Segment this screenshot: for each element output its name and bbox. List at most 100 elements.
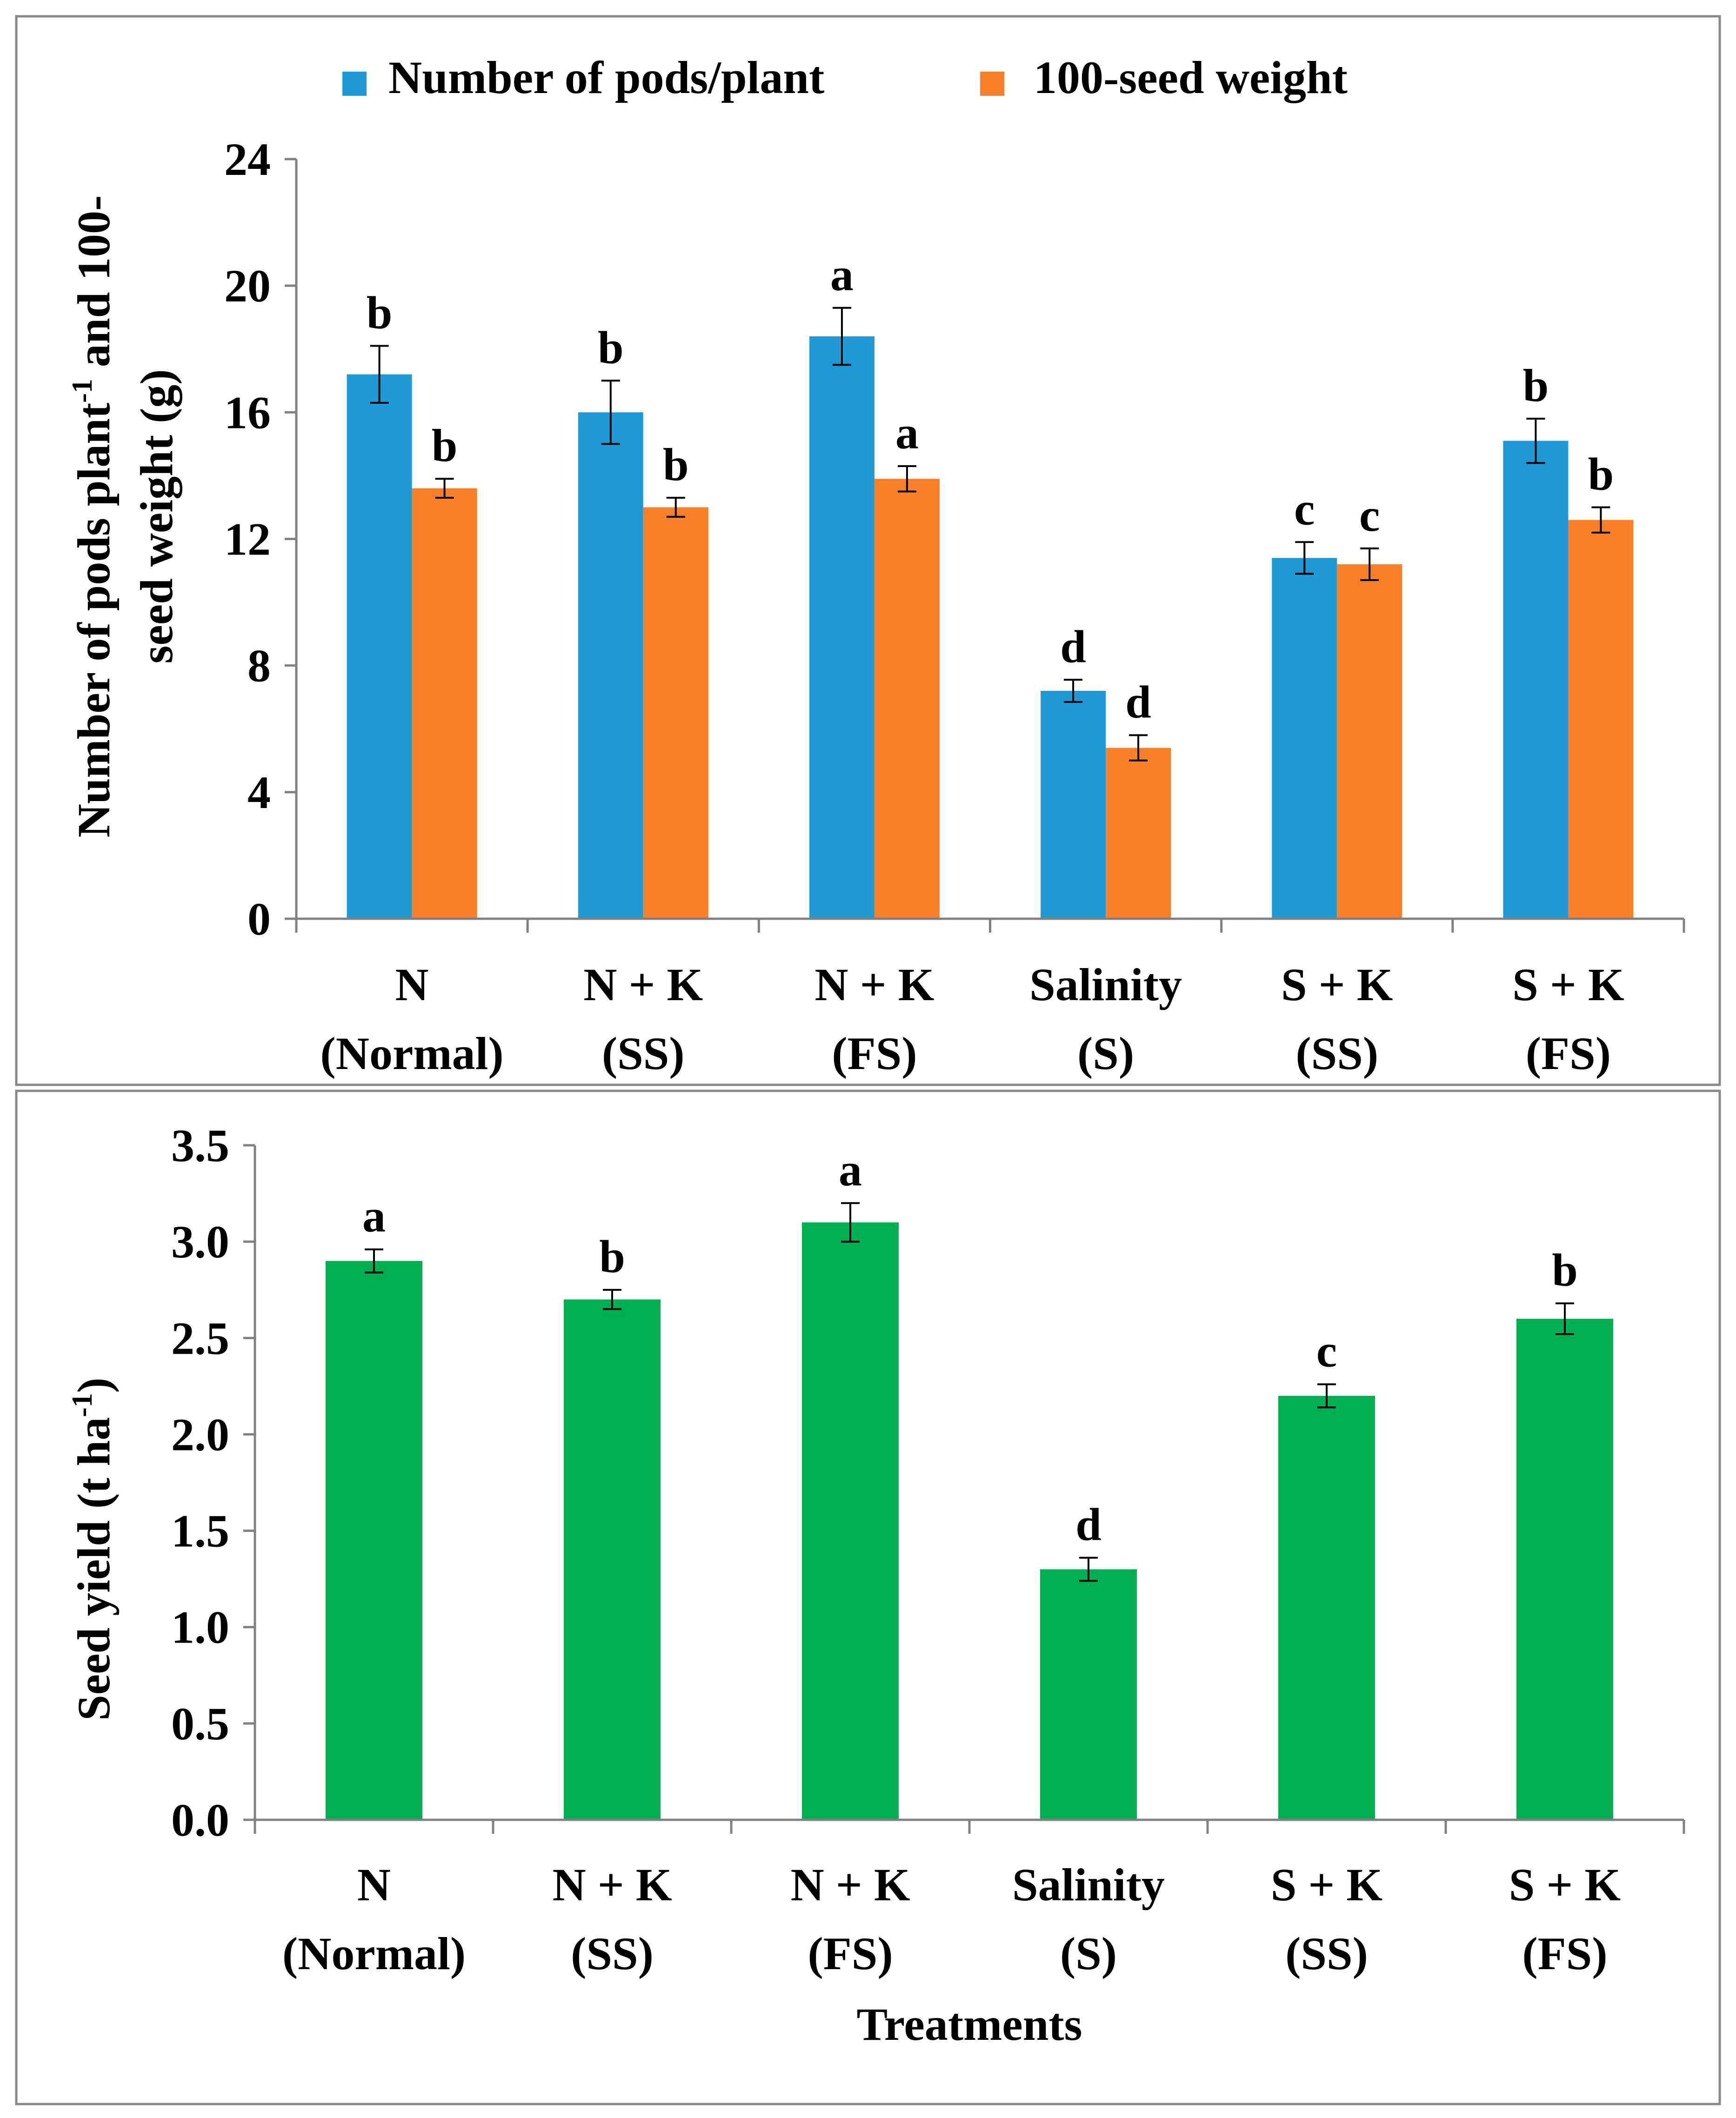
y-tick-label: 3.5	[171, 1120, 229, 1171]
category-label: (Normal)	[282, 1928, 466, 1979]
bar	[1041, 691, 1106, 919]
category-label: (SS)	[1295, 1028, 1378, 1079]
bar	[578, 412, 643, 919]
significance-letter: b	[1523, 360, 1549, 411]
category-label: (SS)	[602, 1028, 685, 1079]
significance-letter: b	[663, 439, 689, 490]
significance-letter: c	[1316, 1325, 1337, 1377]
category-label: N + K	[791, 1859, 910, 1911]
category-label: (Normal)	[320, 1028, 503, 1079]
bar	[1272, 558, 1337, 919]
y-tick-label: 16	[224, 387, 271, 438]
significance-letter: d	[1060, 621, 1086, 672]
error-bars-top	[370, 307, 1610, 762]
category-label: (FS)	[1526, 1028, 1611, 1079]
bars-bottom	[326, 1222, 1613, 1820]
top-chart-panel: Number of pods/plant 100-seed weight Num…	[15, 15, 1721, 1086]
category-label: N + K	[553, 1859, 672, 1911]
category-label: S + K	[1281, 959, 1393, 1010]
category-label: (S)	[1077, 1028, 1134, 1079]
category-label: (FS)	[832, 1028, 917, 1079]
category-label: (SS)	[571, 1928, 654, 1979]
y-tick-label: 1.5	[171, 1505, 229, 1557]
category-label: S + K	[1509, 1859, 1621, 1911]
bottom-chart-frame	[15, 1089, 1721, 2105]
bar	[347, 374, 412, 919]
significance-letter: d	[1125, 676, 1151, 728]
category-labels-top: N (Normal) N + K (SS) N + K (FS) Salinity (S) S …	[320, 959, 1624, 1079]
x-axis-ticks-bottom	[254, 1820, 1685, 1834]
legend-swatch-seed-weight	[980, 72, 1004, 96]
y-axis-title-top-main: Number of pods plant	[68, 403, 120, 837]
significance-letter: a	[830, 249, 854, 301]
category-label: (FS)	[1522, 1928, 1607, 1979]
y-axis-title-bottom: Seed yield (t ha-1)	[67, 1377, 120, 1721]
category-label: (FS)	[808, 1928, 893, 1979]
y-tick-label: 1.0	[171, 1602, 229, 1653]
category-label: N + K	[583, 959, 703, 1010]
bar	[802, 1222, 899, 1820]
significance-letter: c	[1294, 483, 1315, 535]
bars-top	[347, 336, 1634, 919]
y-tick-label: 3.0	[171, 1216, 229, 1268]
significance-letter: b	[1588, 448, 1614, 500]
legend-item-seed-weight: 100-seed weight	[980, 52, 1348, 103]
bar	[1278, 1396, 1375, 1820]
bar	[326, 1261, 422, 1820]
significance-letter: d	[1075, 1499, 1102, 1550]
legend-swatch-pods	[342, 72, 367, 96]
y-tick-label: 20	[224, 260, 271, 312]
significance-letter: b	[599, 1231, 625, 1283]
y-tick-label: 12	[224, 514, 271, 565]
bar	[643, 507, 708, 919]
bar	[1040, 1569, 1137, 1820]
bar	[564, 1299, 661, 1820]
legend-item-pods: Number of pods/plant	[342, 52, 824, 103]
bar	[1568, 520, 1634, 919]
bar	[809, 336, 875, 919]
bar	[1337, 564, 1402, 919]
significance-letters-bottom: a b a d c b	[362, 1144, 1578, 1550]
category-label: N	[357, 1859, 391, 1911]
category-label: N	[395, 959, 428, 1010]
bar	[412, 488, 477, 919]
legend: Number of pods/plant 100-seed weight	[342, 52, 1348, 103]
y-axis-title-bottom-main: Seed yield (t ha	[68, 1417, 120, 1721]
y-axis-title-bottom-superscript: -1	[67, 1393, 98, 1417]
category-labels-bottom: N (Normal) N + K (SS) N + K (FS) Salinity (S) S …	[282, 1859, 1621, 1979]
significance-letter: b	[1552, 1244, 1578, 1296]
significance-letter: b	[367, 287, 393, 338]
y-axis-title-top-rest: and 100-	[68, 195, 120, 379]
y-tick-label: 0	[247, 893, 271, 945]
y-tick-label: 8	[247, 640, 271, 692]
y-tick-label: 2.5	[171, 1312, 229, 1364]
y-tick-label: 2.0	[171, 1409, 229, 1460]
significance-letter: b	[598, 321, 624, 373]
category-label: (S)	[1060, 1928, 1117, 1979]
category-label: Salinity	[1012, 1859, 1165, 1911]
y-axis-ticks-top: 0 4 8 12 16 20 24	[224, 134, 296, 945]
error-bars-bottom	[365, 1202, 1574, 1582]
x-axis-title-bottom: Treatments	[856, 1998, 1082, 2050]
bar	[874, 479, 940, 919]
y-axis-ticks-bottom: 0.0 0.5 1.0 1.5 2.0 2.5 3.0 3.5	[171, 1120, 255, 1846]
bar	[1106, 748, 1171, 919]
y-axis-title-top-line2: seed weight (g)	[131, 369, 182, 663]
x-axis-ticks-top	[295, 919, 1685, 933]
y-tick-label: 24	[224, 134, 271, 185]
y-axis-title-top-superscript: -1	[67, 379, 98, 403]
y-axis-title-top: Number of pods plant-1 and 100-	[67, 195, 120, 838]
y-axis-title-bottom-rest: )	[68, 1377, 120, 1393]
category-label: S + K	[1271, 1859, 1382, 1911]
category-label: (SS)	[1285, 1928, 1368, 1979]
legend-label-seed-weight: 100-seed weight	[1034, 52, 1348, 103]
significance-letter: b	[432, 420, 458, 471]
bar	[1503, 441, 1569, 919]
significance-letter: a	[362, 1190, 386, 1242]
significance-letter: c	[1359, 489, 1380, 541]
bar	[1516, 1318, 1613, 1820]
top-chart-frame	[15, 15, 1721, 1086]
category-label: N + K	[815, 959, 934, 1010]
significance-letter: a	[895, 407, 919, 459]
